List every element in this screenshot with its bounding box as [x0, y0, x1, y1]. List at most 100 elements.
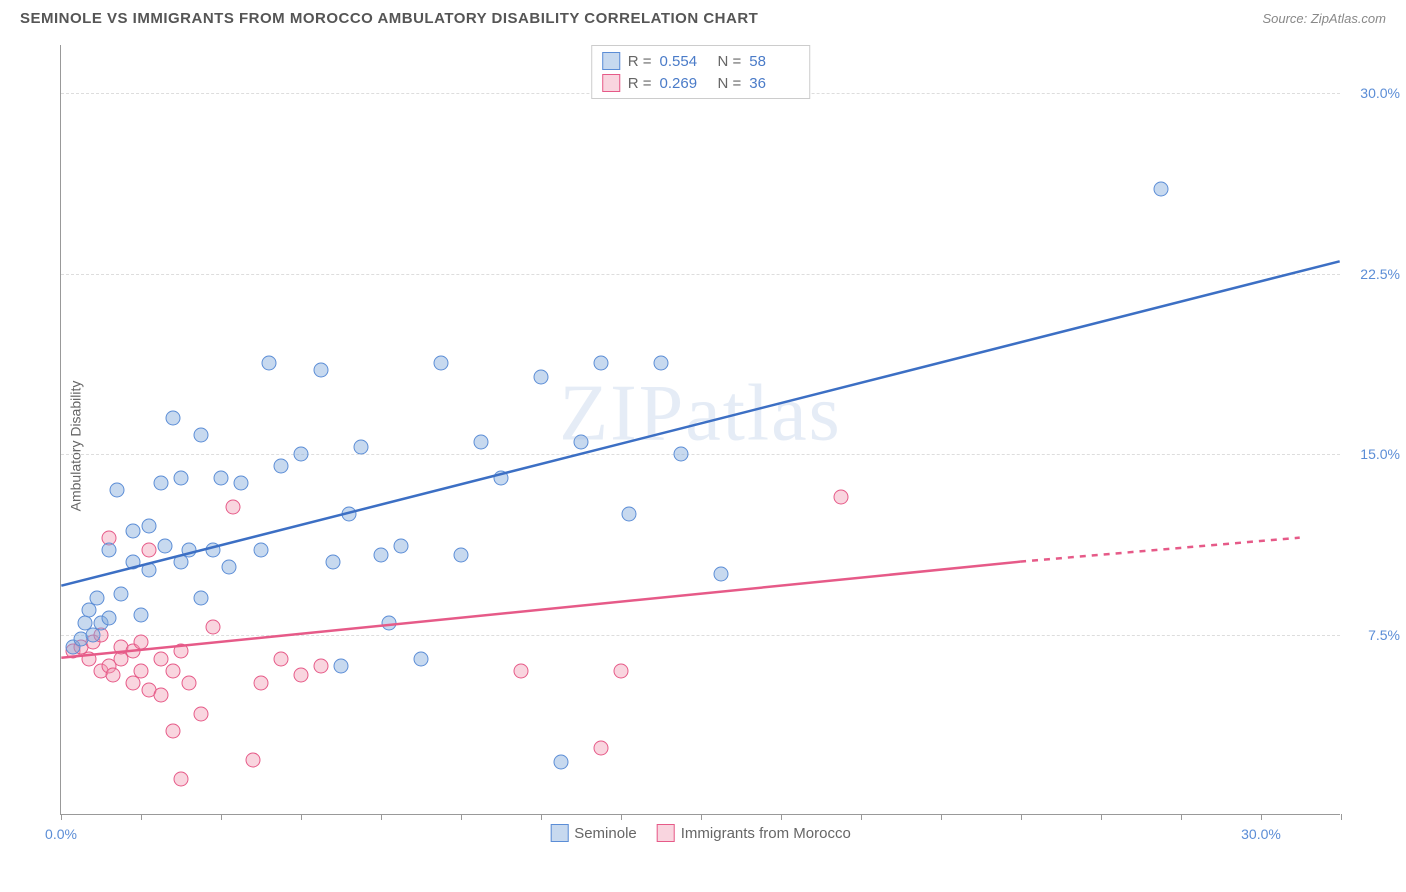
seminole-point [158, 538, 173, 553]
seminole-point [374, 548, 389, 563]
y-tick-label: 30.0% [1360, 85, 1400, 101]
seminole-r-value: 0.554 [660, 53, 710, 70]
seminole-point [102, 610, 117, 625]
r-label: R = [628, 75, 652, 92]
watermark-text: ZIPatlas [559, 369, 842, 460]
morocco-point [314, 658, 329, 673]
seminole-point [314, 362, 329, 377]
morocco-swatch-icon [602, 74, 620, 92]
seminole-point [142, 519, 157, 534]
morocco-point [174, 771, 189, 786]
x-tick [1101, 814, 1102, 820]
seminole-point [126, 555, 141, 570]
seminole-point [90, 591, 105, 606]
morocco-n-value: 36 [749, 75, 799, 92]
y-tick-label: 15.0% [1360, 446, 1400, 462]
x-tick [1021, 814, 1022, 820]
morocco-point [514, 663, 529, 678]
seminole-point [126, 524, 141, 539]
morocco-point [154, 651, 169, 666]
morocco-point [834, 490, 849, 505]
x-tick [141, 814, 142, 820]
x-tick [1181, 814, 1182, 820]
x-tick [621, 814, 622, 820]
source-name: ZipAtlas.com [1311, 11, 1386, 26]
seminole-point [394, 538, 409, 553]
x-tick-label: 0.0% [45, 826, 77, 842]
n-label: N = [718, 53, 742, 70]
legend-item-seminole: Seminole [550, 824, 637, 842]
morocco-point [194, 706, 209, 721]
morocco-point [154, 687, 169, 702]
morocco-point [614, 663, 629, 678]
x-tick [861, 814, 862, 820]
seminole-point [114, 586, 129, 601]
morocco-point [206, 620, 221, 635]
morocco-point [246, 752, 261, 767]
seminole-point [194, 427, 209, 442]
morocco-point [226, 500, 241, 515]
chart-title: SEMINOLE VS IMMIGRANTS FROM MOROCCO AMBU… [20, 10, 758, 27]
x-tick [221, 814, 222, 820]
series-legend: Seminole Immigrants from Morocco [550, 824, 851, 842]
seminole-point [474, 435, 489, 450]
legend-item-morocco: Immigrants from Morocco [657, 824, 851, 842]
morocco-point [182, 675, 197, 690]
x-tick [701, 814, 702, 820]
seminole-point [622, 507, 637, 522]
seminole-point [494, 471, 509, 486]
seminole-point [294, 447, 309, 462]
seminole-point [574, 435, 589, 450]
chart-header: SEMINOLE VS IMMIGRANTS FROM MOROCCO AMBU… [0, 0, 1406, 32]
seminole-point [554, 755, 569, 770]
stats-row-morocco: R = 0.269 N = 36 [602, 72, 800, 94]
chart-area: ZIPatlas R = 0.554 N = 58 R = 0.269 N = … [50, 45, 1390, 835]
morocco-point [274, 651, 289, 666]
seminole-point [274, 459, 289, 474]
x-tick [61, 814, 62, 820]
x-tick [381, 814, 382, 820]
seminole-point [254, 543, 269, 558]
seminole-point [714, 567, 729, 582]
morocco-point [134, 634, 149, 649]
seminole-point [382, 615, 397, 630]
morocco-point [294, 668, 309, 683]
seminole-point [594, 355, 609, 370]
source-attribution: Source: ZipAtlas.com [1262, 11, 1386, 26]
seminole-point [194, 591, 209, 606]
x-tick-label: 30.0% [1241, 826, 1281, 842]
gridline [61, 454, 1340, 455]
x-tick [541, 814, 542, 820]
correlation-stats-legend: R = 0.554 N = 58 R = 0.269 N = 36 [591, 45, 811, 99]
morocco-point [106, 668, 121, 683]
seminole-point [154, 475, 169, 490]
scatter-plot: ZIPatlas R = 0.554 N = 58 R = 0.269 N = … [60, 45, 1340, 815]
seminole-swatch-icon [602, 52, 620, 70]
seminole-point [262, 355, 277, 370]
gridline [61, 635, 1340, 636]
morocco-point [166, 663, 181, 678]
y-tick-label: 7.5% [1368, 627, 1400, 643]
seminole-point [234, 475, 249, 490]
morocco-label: Immigrants from Morocco [681, 825, 851, 842]
seminole-point [166, 410, 181, 425]
morocco-point [142, 543, 157, 558]
morocco-swatch-icon [657, 824, 675, 842]
seminole-swatch-icon [550, 824, 568, 842]
seminole-point [182, 543, 197, 558]
n-label: N = [718, 75, 742, 92]
seminole-point [354, 439, 369, 454]
seminole-point [206, 543, 221, 558]
seminole-point [134, 608, 149, 623]
seminole-point [326, 555, 341, 570]
r-label: R = [628, 53, 652, 70]
seminole-point [110, 483, 125, 498]
seminole-point [674, 447, 689, 462]
seminole-point [534, 370, 549, 385]
seminole-point [434, 355, 449, 370]
seminole-point [1154, 182, 1169, 197]
x-tick [1341, 814, 1342, 820]
morocco-point [594, 740, 609, 755]
x-tick [941, 814, 942, 820]
morocco-point [174, 644, 189, 659]
